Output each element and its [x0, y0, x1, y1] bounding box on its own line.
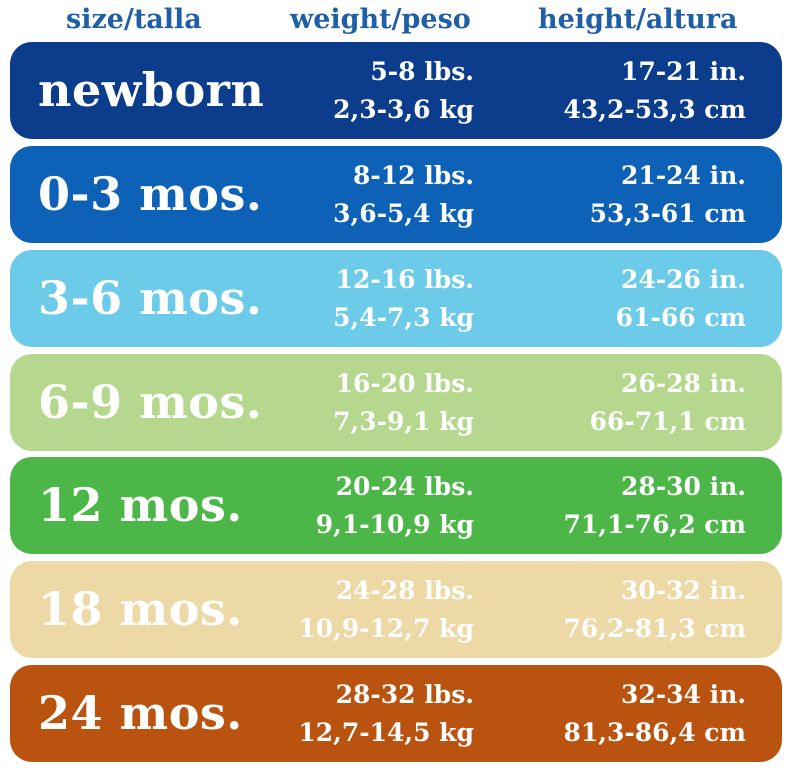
- size-row-newborn: newborn 5-8 lbs. 2,3-3,6 kg 17-21 in. 43…: [10, 42, 782, 139]
- size-row-12-mos: 12 mos. 20-24 lbs. 9,1-10,9 kg 28-30 in.…: [10, 457, 782, 554]
- height-in: 21-24 in.: [620, 161, 746, 190]
- size-label: 6-9 mos.: [38, 375, 263, 429]
- height-in: 17-21 in.: [620, 57, 746, 86]
- weight-lbs: 24-28 lbs.: [335, 576, 474, 605]
- height-cm: 53,3-61 cm: [589, 199, 746, 228]
- height-cm: 76,2-81,3 cm: [563, 614, 746, 643]
- weight-lbs: 5-8 lbs.: [370, 57, 474, 86]
- height-cm: 66-71,1 cm: [589, 407, 746, 436]
- size-row-0-3-mos: 0-3 mos. 8-12 lbs. 3,6-5,4 kg 21-24 in. …: [10, 146, 782, 243]
- height-in: 30-32 in.: [620, 576, 746, 605]
- weight-kg: 3,6-5,4 kg: [333, 199, 474, 228]
- height-cm: 43,2-53,3 cm: [563, 95, 746, 124]
- weight-kg: 12,7-14,5 kg: [298, 718, 474, 747]
- height-in: 28-30 in.: [620, 472, 746, 501]
- weight-kg: 5,4-7,3 kg: [333, 303, 474, 332]
- size-label: newborn: [38, 63, 265, 117]
- weight-kg: 2,3-3,6 kg: [333, 95, 474, 124]
- weight-lbs: 12-16 lbs.: [335, 265, 474, 294]
- header-row: size/talla weight/peso height/altura: [0, 0, 794, 42]
- size-row-24-mos: 24 mos. 28-32 lbs. 12,7-14,5 kg 32-34 in…: [10, 665, 782, 762]
- weight-lbs: 28-32 lbs.: [335, 680, 474, 709]
- height-cm: 61-66 cm: [615, 303, 746, 332]
- weight-lbs: 16-20 lbs.: [335, 369, 474, 398]
- size-label: 0-3 mos.: [38, 167, 263, 221]
- size-label: 18 mos.: [38, 582, 243, 636]
- weight-lbs: 20-24 lbs.: [335, 472, 474, 501]
- size-label: 12 mos.: [38, 478, 243, 532]
- size-row-6-9-mos: 6-9 mos. 16-20 lbs. 7,3-9,1 kg 26-28 in.…: [10, 354, 782, 451]
- height-cm: 81,3-86,4 cm: [563, 718, 746, 747]
- weight-kg: 10,9-12,7 kg: [298, 614, 474, 643]
- size-label: 3-6 mos.: [38, 271, 263, 325]
- header-size: size/talla: [66, 4, 202, 35]
- weight-lbs: 8-12 lbs.: [352, 161, 474, 190]
- weight-kg: 7,3-9,1 kg: [333, 407, 474, 436]
- weight-kg: 9,1-10,9 kg: [315, 510, 474, 539]
- height-in: 32-34 in.: [620, 680, 746, 709]
- header-weight: weight/peso: [290, 4, 471, 35]
- size-row-18-mos: 18 mos. 24-28 lbs. 10,9-12,7 kg 30-32 in…: [10, 561, 782, 658]
- height-cm: 71,1-76,2 cm: [563, 510, 746, 539]
- height-in: 26-28 in.: [620, 369, 746, 398]
- size-row-3-6-mos: 3-6 mos. 12-16 lbs. 5,4-7,3 kg 24-26 in.…: [10, 250, 782, 347]
- height-in: 24-26 in.: [620, 265, 746, 294]
- size-label: 24 mos.: [38, 686, 243, 740]
- header-height: height/altura: [538, 4, 738, 35]
